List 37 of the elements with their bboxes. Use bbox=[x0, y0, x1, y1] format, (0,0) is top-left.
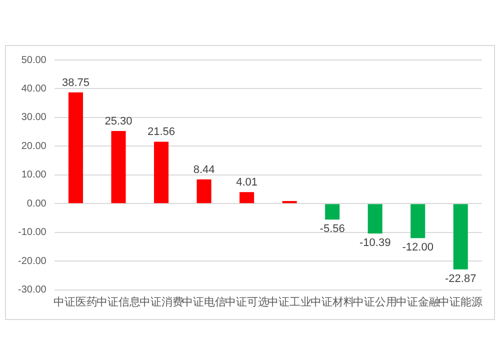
x-tick-label: 中证工业 bbox=[268, 295, 312, 308]
bar bbox=[68, 92, 84, 204]
x-tick-label: 中证金融 bbox=[396, 295, 440, 308]
bar bbox=[410, 204, 426, 238]
bar bbox=[368, 204, 382, 234]
y-tick-label: 40.00 bbox=[21, 83, 47, 94]
x-tick-label: 中证可选 bbox=[224, 295, 269, 308]
x-tick-label: 中证能源 bbox=[438, 295, 483, 308]
x-tick-label: 中证公用 bbox=[353, 295, 398, 308]
bar bbox=[240, 192, 254, 204]
y-tick-label: 20.00 bbox=[21, 140, 47, 152]
y-tick-label: 10.00 bbox=[21, 170, 47, 181]
data-label: -22.87 bbox=[445, 272, 476, 285]
x-tick-label: 中证电信 bbox=[182, 295, 226, 308]
data-label: -12.00 bbox=[402, 242, 434, 254]
x-tick-label: 中证医药 bbox=[54, 295, 98, 308]
data-label: 8.44 bbox=[193, 164, 215, 176]
data-label: 4.01 bbox=[236, 176, 258, 189]
y-tick-label: -30.00 bbox=[18, 284, 47, 296]
y-tick-label: 30.00 bbox=[21, 112, 47, 124]
y-tick-label: -10.00 bbox=[18, 227, 47, 238]
data-label: 25.30 bbox=[104, 115, 132, 128]
bar bbox=[154, 142, 169, 204]
bar bbox=[325, 204, 340, 220]
bar bbox=[111, 130, 126, 204]
bar bbox=[196, 179, 212, 204]
x-tick-label: 中证消费 bbox=[139, 295, 184, 308]
y-tick-label: 0.00 bbox=[26, 198, 47, 210]
data-label: -10.39 bbox=[359, 237, 391, 249]
data-label: 21.56 bbox=[148, 126, 176, 138]
data-label: 38.75 bbox=[62, 76, 90, 89]
x-tick-label: 中证信息 bbox=[96, 295, 140, 308]
y-tick-label: 50.00 bbox=[21, 54, 47, 66]
bar bbox=[453, 204, 468, 270]
y-tick-label: -20.00 bbox=[18, 256, 47, 267]
x-tick-label: 中证材料 bbox=[310, 295, 354, 308]
data-label: -5.56 bbox=[320, 223, 345, 236]
